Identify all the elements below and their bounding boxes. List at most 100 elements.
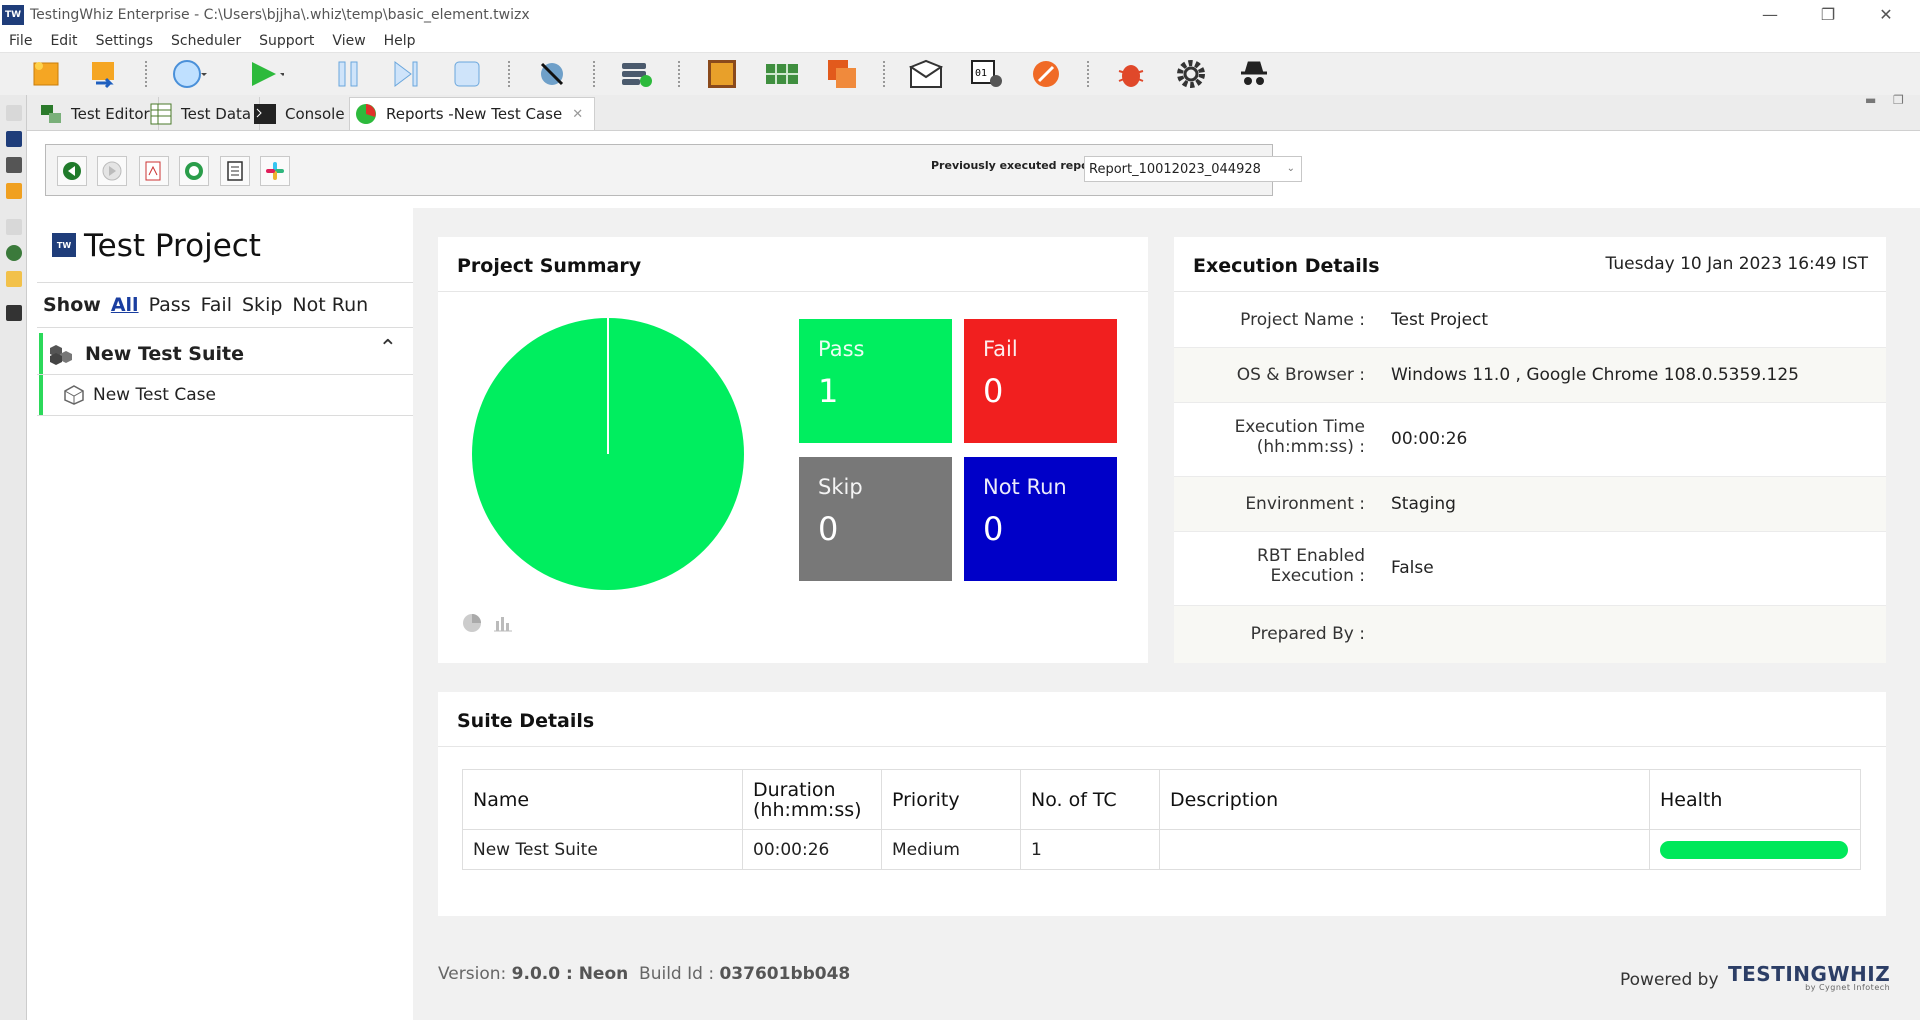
browser-check-icon[interactable] xyxy=(534,57,570,91)
tab-console[interactable]: Console xyxy=(249,97,354,130)
stop-icon[interactable] xyxy=(449,57,485,91)
close-tab-icon[interactable]: ✕ xyxy=(572,106,584,122)
suite-details-title: Suite Details xyxy=(457,710,595,732)
object-repository-icon[interactable] xyxy=(6,157,22,173)
pass-count-box[interactable]: Pass 1 xyxy=(799,319,952,443)
version-value: 9.0.0 : Neon xyxy=(511,964,629,984)
report-export-icon[interactable] xyxy=(824,57,860,91)
execution-details-card: Execution Details Tuesday 10 Jan 2023 16… xyxy=(1174,237,1886,663)
restore-view-icon[interactable] xyxy=(6,105,22,121)
slack-icon[interactable] xyxy=(260,156,290,186)
filter-skip[interactable]: Skip xyxy=(242,294,283,316)
settings-gear-icon[interactable] xyxy=(1173,57,1209,91)
run-icon[interactable] xyxy=(248,57,284,91)
project-tree-panel xyxy=(37,208,413,1008)
project-summary-title: Project Summary xyxy=(457,255,642,277)
health-bar xyxy=(1660,840,1848,859)
main-toolbar: 01 xyxy=(0,53,1920,95)
new-file-icon[interactable] xyxy=(28,57,64,91)
close-button[interactable]: ✕ xyxy=(1879,5,1893,24)
collapse-chevron-icon[interactable]: ⌃ xyxy=(378,336,397,361)
project-explorer-icon[interactable] xyxy=(6,131,22,147)
whatsapp-icon[interactable] xyxy=(179,156,209,186)
incognito-icon[interactable] xyxy=(1238,57,1274,91)
bug-icon[interactable] xyxy=(1113,57,1149,91)
gear-icon[interactable] xyxy=(6,245,22,261)
col-duration-line2: (hh:mm:ss) xyxy=(753,798,862,821)
fail-count-box[interactable]: Fail 0 xyxy=(964,319,1117,443)
tab-test-editor[interactable]: Test Editor xyxy=(35,97,159,130)
cell-duration: 00:00:26 xyxy=(742,829,882,870)
tree-suite-row[interactable]: New Test Suite ⌃ xyxy=(39,333,413,374)
pie-view-icon[interactable] xyxy=(462,613,482,637)
menu-support[interactable]: Support xyxy=(259,32,315,49)
project-logo-icon: TW xyxy=(52,233,76,257)
menu-edit[interactable]: Edit xyxy=(50,32,78,49)
menu-scheduler[interactable]: Scheduler xyxy=(170,32,242,49)
restore-button[interactable]: ❐ xyxy=(1820,5,1836,24)
log-document-icon[interactable] xyxy=(220,156,250,186)
record-icon[interactable] xyxy=(172,57,208,91)
filter-pass[interactable]: Pass xyxy=(148,294,191,316)
detail-row-os-browser: OS & Browser : Windows 11.0 , Google Chr… xyxy=(1174,348,1886,403)
bug-track-icon[interactable] xyxy=(1028,57,1064,91)
cell-description xyxy=(1159,829,1650,870)
col-duration-line1: Duration xyxy=(753,778,836,801)
maximize-view-icon[interactable]: ❐ xyxy=(1893,93,1904,107)
test-case-cube-icon xyxy=(64,385,84,405)
tab-reports[interactable]: Reports -New Test Case ✕ xyxy=(349,97,595,130)
restore-view-icon-2[interactable] xyxy=(6,219,22,235)
minimize-button[interactable]: — xyxy=(1762,5,1778,24)
import-icon[interactable] xyxy=(85,57,121,91)
detail-key: Prepared By : xyxy=(1250,624,1365,644)
project-title: Test Project xyxy=(84,228,261,264)
detail-value: Windows 11.0 , Google Chrome 108.0.5359.… xyxy=(1391,365,1799,385)
export-pdf-icon[interactable] xyxy=(139,156,169,186)
data-source-icon[interactable] xyxy=(6,183,22,199)
execution-datetime: Tuesday 10 Jan 2023 16:49 IST xyxy=(1605,254,1868,274)
image-icon[interactable] xyxy=(704,57,740,91)
back-icon[interactable] xyxy=(57,156,87,186)
suite-details-table: Name Duration (hh:mm:ss) Priority No. of … xyxy=(462,769,1861,870)
tree-test-case-row[interactable]: New Test Case xyxy=(39,375,413,415)
detail-row-prepared-by: Prepared By : xyxy=(1174,606,1886,663)
menu-view[interactable]: View xyxy=(332,32,366,49)
step-icon[interactable] xyxy=(388,57,424,91)
not-run-count-box[interactable]: Not Run 0 xyxy=(964,457,1117,581)
filter-all[interactable]: All xyxy=(110,294,139,316)
brand-logo: TESTINGWHIZ by Cygnet Infotech xyxy=(1728,962,1890,992)
menu-help[interactable]: Help xyxy=(383,32,416,49)
variables-icon[interactable]: 01 xyxy=(969,57,1005,91)
skip-count-box[interactable]: Skip 0 xyxy=(799,457,952,581)
email-icon[interactable] xyxy=(908,57,944,91)
minimize-view-icon[interactable]: ▬ xyxy=(1865,93,1877,107)
tab-test-data[interactable]: Test Data xyxy=(145,97,261,130)
previous-reports-label: Previously executed reports: xyxy=(931,159,1111,172)
previous-reports-select[interactable]: Report_10012023_044928 ⌄ xyxy=(1084,156,1302,182)
data-table-icon[interactable] xyxy=(764,57,800,91)
filter-not-run[interactable]: Not Run xyxy=(292,294,369,316)
images-icon[interactable] xyxy=(6,271,22,287)
menu-file[interactable]: File xyxy=(9,32,33,49)
pause-icon[interactable] xyxy=(330,57,366,91)
forward-icon[interactable] xyxy=(97,156,127,186)
title-bar: TW TestingWhiz Enterprise - C:\Users\bjj… xyxy=(0,0,1920,29)
selected-report: Report_10012023_044928 xyxy=(1089,162,1261,177)
project-summary-card: Project Summary Pass 1 Fail 0 Skip 0 Not… xyxy=(438,237,1148,663)
run-config-icon[interactable] xyxy=(619,57,655,91)
pie-chart-icon xyxy=(356,104,376,124)
menu-settings[interactable]: Settings xyxy=(95,32,153,49)
bar-view-icon[interactable] xyxy=(492,613,514,637)
detail-row-project: Project Name : Test Project xyxy=(1174,293,1886,348)
detail-value: Test Project xyxy=(1391,310,1489,330)
detail-value: Staging xyxy=(1391,494,1456,514)
detail-row-environment: Environment : Staging xyxy=(1174,477,1886,532)
filter-show-label: Show xyxy=(43,294,101,316)
col-tc-count: No. of TC xyxy=(1020,769,1160,830)
table-header-row: Name Duration (hh:mm:ss) Priority No. of … xyxy=(462,769,1861,830)
terminal-icon[interactable] xyxy=(6,305,22,321)
table-row[interactable]: New Test Suite 00:00:26 Medium 1 xyxy=(462,829,1861,870)
fail-label: Fail xyxy=(983,337,1018,361)
version-prefix: Version: xyxy=(438,964,512,984)
filter-fail[interactable]: Fail xyxy=(200,294,232,316)
